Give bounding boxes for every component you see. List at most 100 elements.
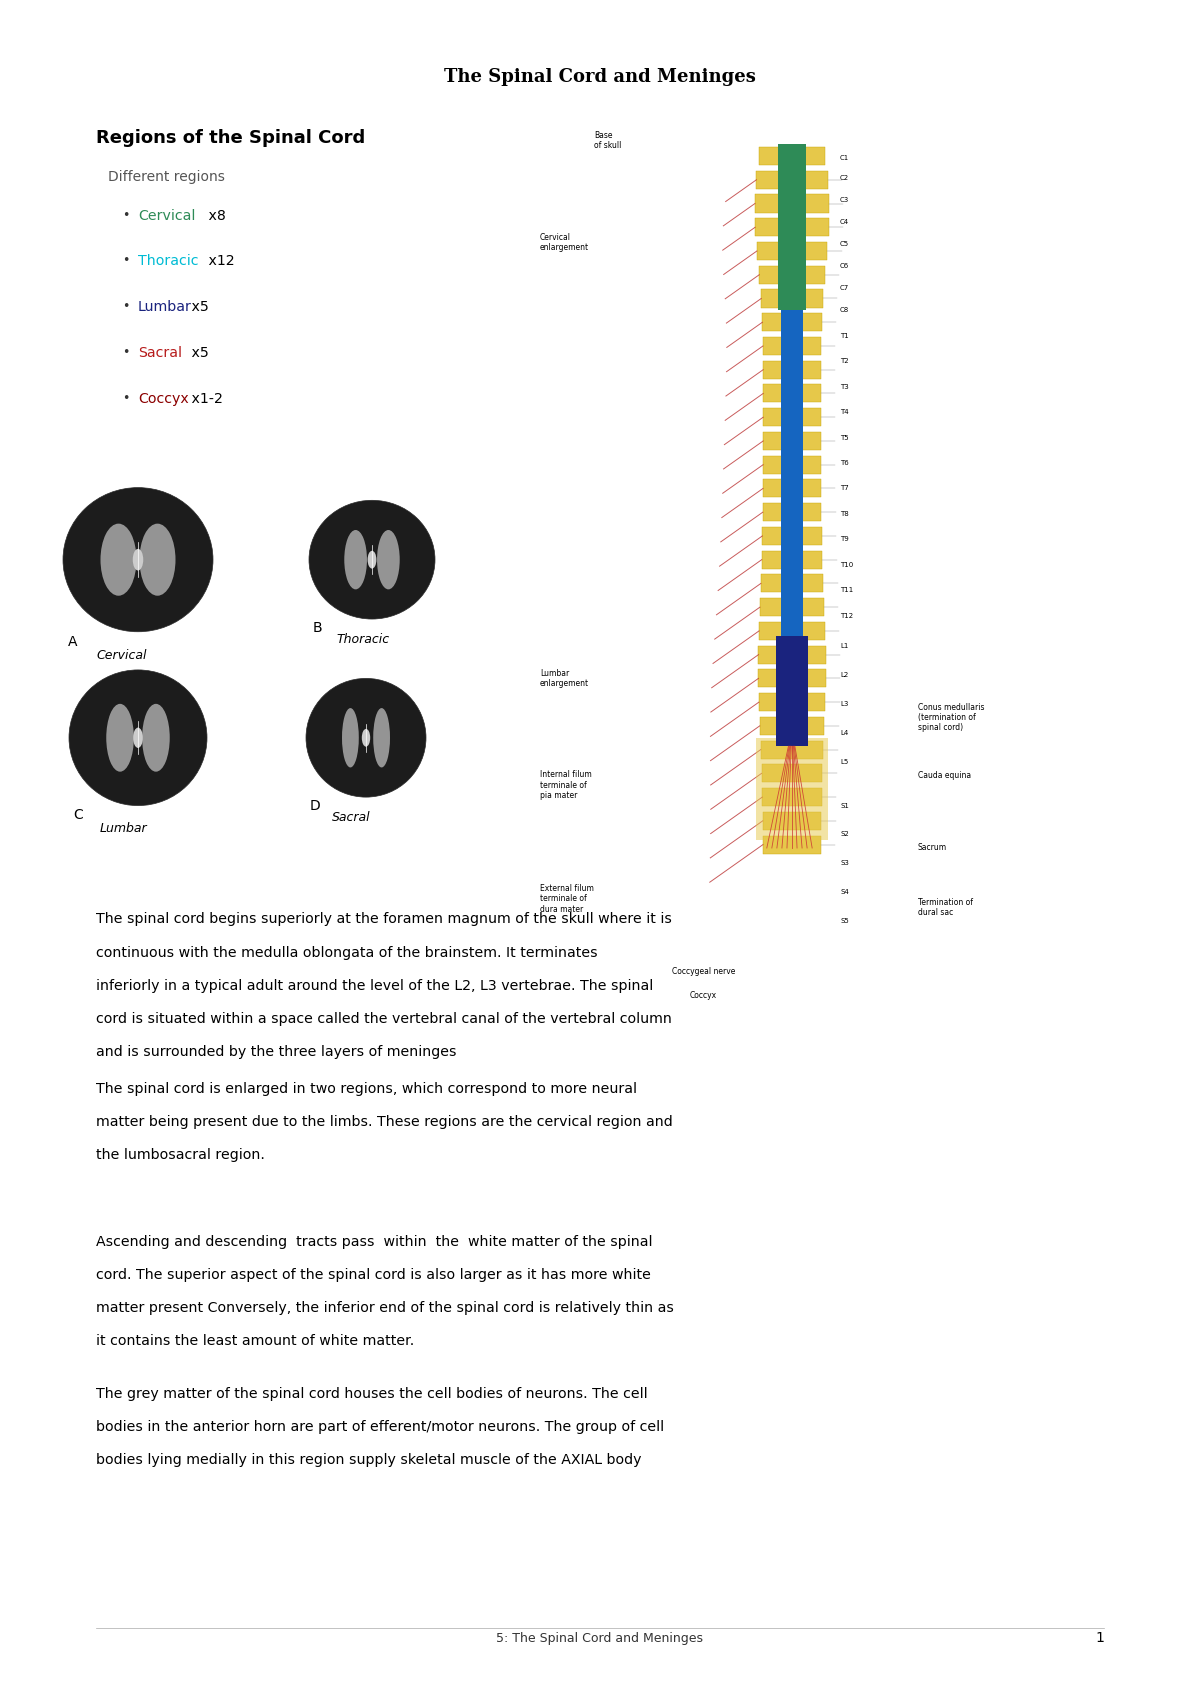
Bar	[761, 575, 823, 592]
Text: Coccygeal nerve: Coccygeal nerve	[672, 967, 736, 977]
Text: •: •	[122, 254, 130, 268]
Bar	[763, 432, 821, 449]
Ellipse shape	[342, 709, 359, 767]
Ellipse shape	[64, 488, 214, 631]
Bar	[761, 290, 823, 307]
Text: T10: T10	[840, 561, 853, 568]
Ellipse shape	[367, 551, 377, 568]
Text: Coccyx: Coccyx	[690, 990, 718, 1001]
Text: and is surrounded by the three layers of meninges: and is surrounded by the three layers of…	[96, 1045, 456, 1058]
Text: 1: 1	[1096, 1632, 1104, 1645]
Text: Sacral: Sacral	[138, 346, 182, 360]
Text: The grey matter of the spinal cord houses the cell bodies of neurons. The cell: The grey matter of the spinal cord house…	[96, 1387, 648, 1401]
Bar	[755, 195, 829, 212]
Ellipse shape	[142, 704, 169, 772]
Bar	[781, 310, 803, 636]
Text: L3: L3	[840, 700, 848, 707]
Text: it contains the least amount of white matter.: it contains the least amount of white ma…	[96, 1333, 414, 1348]
Text: bodies in the anterior horn are part of efferent/motor neurons. The group of cel: bodies in the anterior horn are part of …	[96, 1421, 664, 1435]
Text: Cervical: Cervical	[96, 650, 146, 661]
Text: x5: x5	[187, 300, 209, 314]
Text: T9: T9	[840, 536, 848, 543]
Text: T11: T11	[840, 587, 853, 594]
Ellipse shape	[306, 678, 426, 797]
Text: T1: T1	[840, 332, 848, 339]
Text: Base
of skull: Base of skull	[594, 131, 622, 151]
Text: •: •	[122, 209, 130, 222]
Text: Sacrum: Sacrum	[918, 843, 947, 853]
Text: C: C	[73, 809, 83, 823]
Text: L5: L5	[840, 758, 848, 765]
Text: continuous with the medulla oblongata of the brainstem. It terminates: continuous with the medulla oblongata of…	[96, 946, 598, 960]
Text: Cauda equina: Cauda equina	[918, 770, 971, 780]
Text: •: •	[122, 346, 130, 360]
Text: Termination of
dural sac: Termination of dural sac	[918, 897, 973, 918]
Bar	[760, 717, 824, 734]
Text: Coccyx: Coccyx	[138, 392, 188, 405]
Text: Regions of the Spinal Cord: Regions of the Spinal Cord	[96, 129, 365, 148]
Ellipse shape	[70, 670, 208, 806]
Bar	[762, 527, 822, 544]
Text: Ascending and descending  tracts pass  within  the  white matter of the spinal: Ascending and descending tracts pass wit…	[96, 1235, 653, 1248]
Text: C6: C6	[840, 263, 850, 270]
Text: S1: S1	[840, 802, 848, 809]
Text: 5: The Spinal Cord and Meninges: 5: The Spinal Cord and Meninges	[497, 1632, 703, 1645]
Ellipse shape	[344, 529, 367, 589]
Text: T6: T6	[840, 460, 848, 466]
Text: Thoracic: Thoracic	[138, 254, 198, 268]
Text: The Spinal Cord and Meninges: The Spinal Cord and Meninges	[444, 68, 756, 86]
Text: S5: S5	[840, 918, 848, 924]
Bar	[758, 670, 826, 687]
Bar	[762, 789, 822, 806]
Text: the lumbosacral region.: the lumbosacral region.	[96, 1148, 265, 1162]
Text: T5: T5	[840, 434, 848, 441]
Bar	[758, 646, 826, 663]
Ellipse shape	[373, 709, 390, 767]
Bar	[763, 836, 821, 853]
Text: bodies lying medially in this region supply skeletal muscle of the AXIAL body: bodies lying medially in this region sup…	[96, 1453, 642, 1467]
Bar	[763, 385, 821, 402]
Bar	[763, 812, 821, 829]
Text: •: •	[122, 392, 130, 405]
Text: The spinal cord is enlarged in two regions, which correspond to more neural: The spinal cord is enlarged in two regio…	[96, 1082, 637, 1096]
Text: Lumbar: Lumbar	[100, 823, 146, 834]
Text: inferiorly in a typical adult around the level of the L2, L3 vertebrae. The spin: inferiorly in a typical adult around the…	[96, 979, 653, 992]
Text: L1: L1	[840, 643, 848, 650]
Text: L4: L4	[840, 729, 848, 736]
Ellipse shape	[377, 529, 400, 589]
Text: matter being present due to the limbs. These regions are the cervical region and: matter being present due to the limbs. T…	[96, 1116, 673, 1130]
Text: C1: C1	[840, 154, 850, 161]
Text: matter present Conversely, the inferior end of the spinal cord is relatively thi: matter present Conversely, the inferior …	[96, 1301, 674, 1314]
Text: Cervical
enlargement: Cervical enlargement	[540, 232, 589, 253]
Text: Lumbar: Lumbar	[138, 300, 192, 314]
Text: C8: C8	[840, 307, 850, 314]
Text: T2: T2	[840, 358, 848, 365]
Text: S4: S4	[840, 889, 848, 895]
Text: Sacral: Sacral	[332, 811, 371, 824]
Text: x8: x8	[204, 209, 226, 222]
Text: Conus medullaris
(termination of
spinal cord): Conus medullaris (termination of spinal …	[918, 702, 984, 733]
Text: T4: T4	[840, 409, 848, 416]
Bar	[763, 361, 821, 378]
Bar	[757, 243, 827, 259]
Text: The spinal cord begins superiorly at the foramen magnum of the skull where it is: The spinal cord begins superiorly at the…	[96, 912, 672, 926]
Text: Different regions: Different regions	[108, 170, 224, 183]
Text: External filum
terminale of
dura mater: External filum terminale of dura mater	[540, 884, 594, 914]
Text: T3: T3	[840, 383, 848, 390]
Ellipse shape	[362, 729, 370, 746]
Ellipse shape	[310, 500, 436, 619]
Bar	[763, 409, 821, 426]
Text: C2: C2	[840, 175, 850, 181]
Text: C7: C7	[840, 285, 850, 292]
Bar	[776, 636, 808, 746]
Ellipse shape	[133, 728, 143, 748]
Bar	[763, 504, 821, 521]
Text: D: D	[310, 799, 320, 814]
Text: x1-2: x1-2	[187, 392, 223, 405]
Text: x12: x12	[204, 254, 234, 268]
Ellipse shape	[133, 550, 143, 570]
Bar	[763, 456, 821, 473]
Text: B: B	[313, 621, 323, 636]
Text: Cervical: Cervical	[138, 209, 196, 222]
Bar	[762, 765, 822, 782]
